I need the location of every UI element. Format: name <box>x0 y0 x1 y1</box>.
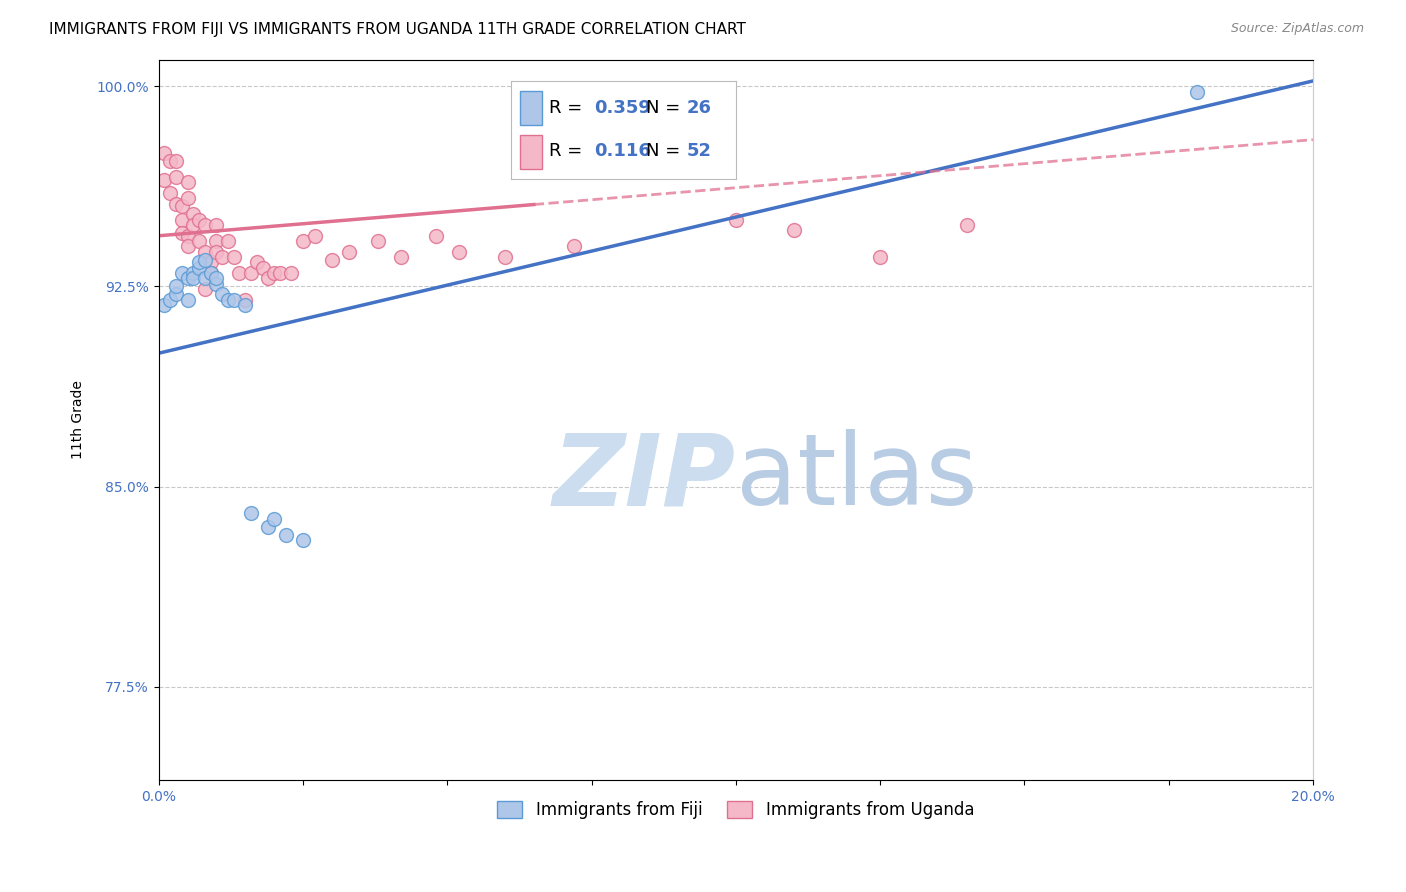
Point <box>188 212 211 227</box>
Point <box>159 293 181 307</box>
Point <box>280 266 302 280</box>
Point <box>170 212 193 227</box>
Point <box>153 146 176 161</box>
Point <box>165 196 187 211</box>
Point <box>205 244 228 259</box>
Point <box>205 271 228 285</box>
Point <box>304 228 326 243</box>
Point <box>165 279 187 293</box>
Point <box>176 271 198 285</box>
Point <box>194 252 217 267</box>
Point <box>782 223 804 237</box>
Point <box>181 266 204 280</box>
Text: IMMIGRANTS FROM FIJI VS IMMIGRANTS FROM UGANDA 11TH GRADE CORRELATION CHART: IMMIGRANTS FROM FIJI VS IMMIGRANTS FROM … <box>49 22 747 37</box>
Point <box>181 218 204 232</box>
Point <box>153 298 176 312</box>
Point <box>211 250 233 264</box>
Y-axis label: 11th Grade: 11th Grade <box>72 381 86 459</box>
Point <box>205 218 228 232</box>
Point <box>389 250 412 264</box>
Point <box>165 154 187 169</box>
Point <box>194 244 217 259</box>
Point <box>321 252 343 267</box>
Text: ZIP: ZIP <box>553 429 735 526</box>
Point <box>724 212 747 227</box>
Point <box>240 507 263 521</box>
Legend: Immigrants from Fiji, Immigrants from Uganda: Immigrants from Fiji, Immigrants from Ug… <box>491 795 981 826</box>
Point <box>200 266 222 280</box>
Point <box>337 244 360 259</box>
Point <box>176 239 198 253</box>
Point <box>165 169 187 184</box>
Point <box>159 154 181 169</box>
Point <box>165 287 187 301</box>
Point <box>263 266 285 280</box>
Point <box>205 234 228 248</box>
Point <box>194 271 217 285</box>
Point <box>188 255 211 269</box>
Point <box>562 239 585 253</box>
Point <box>217 234 239 248</box>
Point <box>869 250 891 264</box>
Point <box>170 226 193 240</box>
Point <box>252 260 274 275</box>
Point <box>274 527 297 541</box>
Point <box>222 250 245 264</box>
Point <box>176 175 198 189</box>
Point <box>194 282 217 296</box>
Point <box>240 266 263 280</box>
Point <box>257 271 280 285</box>
Point <box>263 512 285 526</box>
Point <box>176 191 198 205</box>
Point <box>257 519 280 533</box>
Text: Source: ZipAtlas.com: Source: ZipAtlas.com <box>1230 22 1364 36</box>
Point <box>291 234 314 248</box>
Point <box>233 298 256 312</box>
Text: atlas: atlas <box>735 429 977 526</box>
Point <box>367 234 389 248</box>
Point <box>170 199 193 213</box>
Point <box>956 218 979 232</box>
Point <box>153 172 176 186</box>
Point <box>181 207 204 221</box>
Point <box>170 266 193 280</box>
Point <box>159 186 181 200</box>
Point <box>233 293 256 307</box>
Point <box>217 293 239 307</box>
Point <box>211 287 233 301</box>
Point <box>222 293 245 307</box>
Point <box>176 293 198 307</box>
Point <box>188 260 211 275</box>
Point <box>269 266 291 280</box>
Point <box>228 266 250 280</box>
Point <box>447 244 470 259</box>
Point <box>200 255 222 269</box>
Point <box>181 271 204 285</box>
Point <box>205 277 228 291</box>
Point <box>188 234 211 248</box>
Point <box>194 218 217 232</box>
Point <box>494 250 516 264</box>
Point <box>1187 85 1209 99</box>
Point <box>200 266 222 280</box>
Point <box>425 228 447 243</box>
Point <box>291 533 314 547</box>
Point <box>246 255 269 269</box>
Point <box>176 228 198 243</box>
